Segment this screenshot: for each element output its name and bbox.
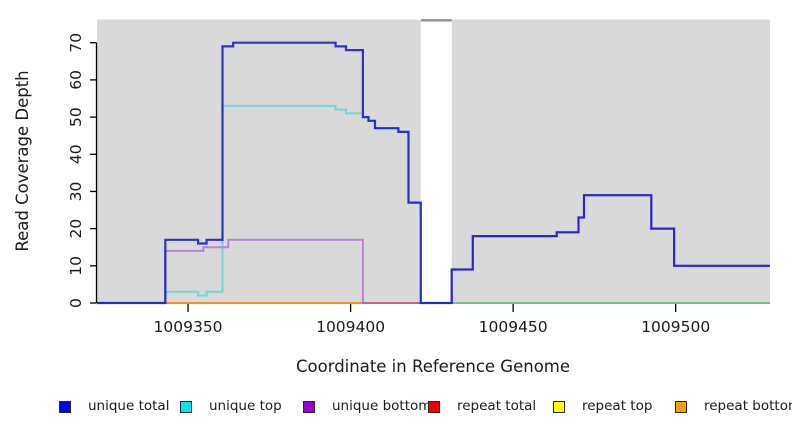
legend-swatch-repeat-total [428, 400, 440, 413]
legend-swatch-unique-bottom [303, 400, 315, 413]
legend-label: unique total [88, 398, 170, 414]
legend-item-unique-bottom: unique bottom [303, 398, 432, 414]
x-tick-label: 1009400 [316, 318, 385, 336]
legend-label: repeat total [457, 398, 537, 414]
y-tick-label: 40 [67, 144, 85, 164]
x-tick-label: 1009500 [641, 318, 710, 336]
legend-label: unique top [209, 398, 282, 414]
legend-swatch-unique-total [59, 400, 71, 413]
series-line-unique-total [97, 41, 770, 305]
legend-label: repeat bottom [704, 398, 792, 414]
x-tick-label: 1009450 [479, 318, 548, 336]
legend-item-repeat-bottom: repeat bottom [675, 398, 792, 414]
x-tick-label: 1009350 [154, 318, 223, 336]
y-tick-label: 10 [67, 256, 85, 276]
legend-item-repeat-total: repeat total [428, 398, 537, 414]
y-tick-label: 50 [67, 107, 85, 127]
y-tick-label: 20 [67, 219, 85, 239]
y-tick-label: 30 [67, 182, 85, 202]
legend-swatch-repeat-bottom [675, 400, 687, 413]
legend-swatch-repeat-top [553, 400, 565, 413]
legend-swatch-unique-top [180, 400, 192, 413]
x-axis-label: Coordinate in Reference Genome [296, 357, 570, 376]
y-tick-label: 60 [67, 70, 85, 90]
legend-item-unique-total: unique total [59, 398, 170, 414]
legend-item-repeat-top: repeat top [553, 398, 653, 414]
legend-label: unique bottom [332, 398, 432, 414]
masked-region [420, 19, 452, 303]
y-tick-label: 0 [67, 298, 85, 308]
y-tick-label: 70 [67, 33, 85, 53]
legend-item-unique-top: unique top [180, 398, 282, 414]
y-axis-label: Read Coverage Depth [13, 70, 32, 251]
legend-label: repeat top [582, 398, 653, 414]
